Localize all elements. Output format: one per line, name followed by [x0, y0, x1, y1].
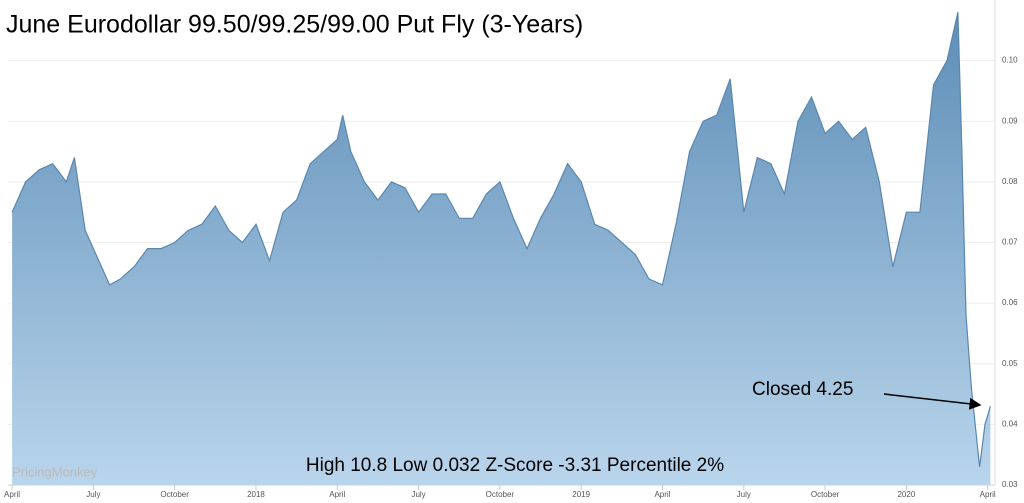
x-tick-label: July — [411, 490, 425, 499]
x-tick-label: April — [654, 490, 670, 499]
x-tick-label: April — [4, 490, 20, 499]
y-tick-label: 0.09 — [1002, 116, 1018, 125]
y-tick-label: 0.05 — [1002, 359, 1018, 368]
x-tick-label: 2020 — [897, 490, 915, 499]
x-tick-label: July — [737, 490, 751, 499]
x-tick-label: October — [486, 490, 515, 499]
y-tick-label: 0.03 — [1002, 480, 1018, 489]
y-tick-label: 0.10 — [1002, 56, 1018, 65]
x-tick-label: 2018 — [247, 490, 265, 499]
annotation-arrow — [883, 393, 982, 410]
area-line — [11, 11, 991, 467]
area-fill — [12, 12, 991, 485]
y-tick-label: 0.06 — [1002, 298, 1018, 307]
x-tick-label: October — [811, 490, 840, 499]
watermark: PricingMonkey — [12, 464, 98, 479]
x-tick-label: April — [980, 490, 996, 499]
x-tick-label: July — [86, 490, 100, 499]
x-tick-label: April — [329, 490, 345, 499]
chart-title: June Eurodollar 99.50/99.25/99.00 Put Fl… — [6, 11, 583, 39]
x-tick-label: 2019 — [572, 490, 590, 499]
annotation: High 10.8 Low 0.032 Z-Score -3.31 Percen… — [306, 455, 724, 476]
y-tick-label: 0.04 — [1002, 419, 1018, 428]
y-tick-label: 0.07 — [1002, 238, 1018, 247]
y-tick-label: 0.08 — [1002, 177, 1018, 186]
annotation: Closed 4.25 — [752, 379, 853, 400]
x-tick-label: October — [160, 490, 189, 499]
